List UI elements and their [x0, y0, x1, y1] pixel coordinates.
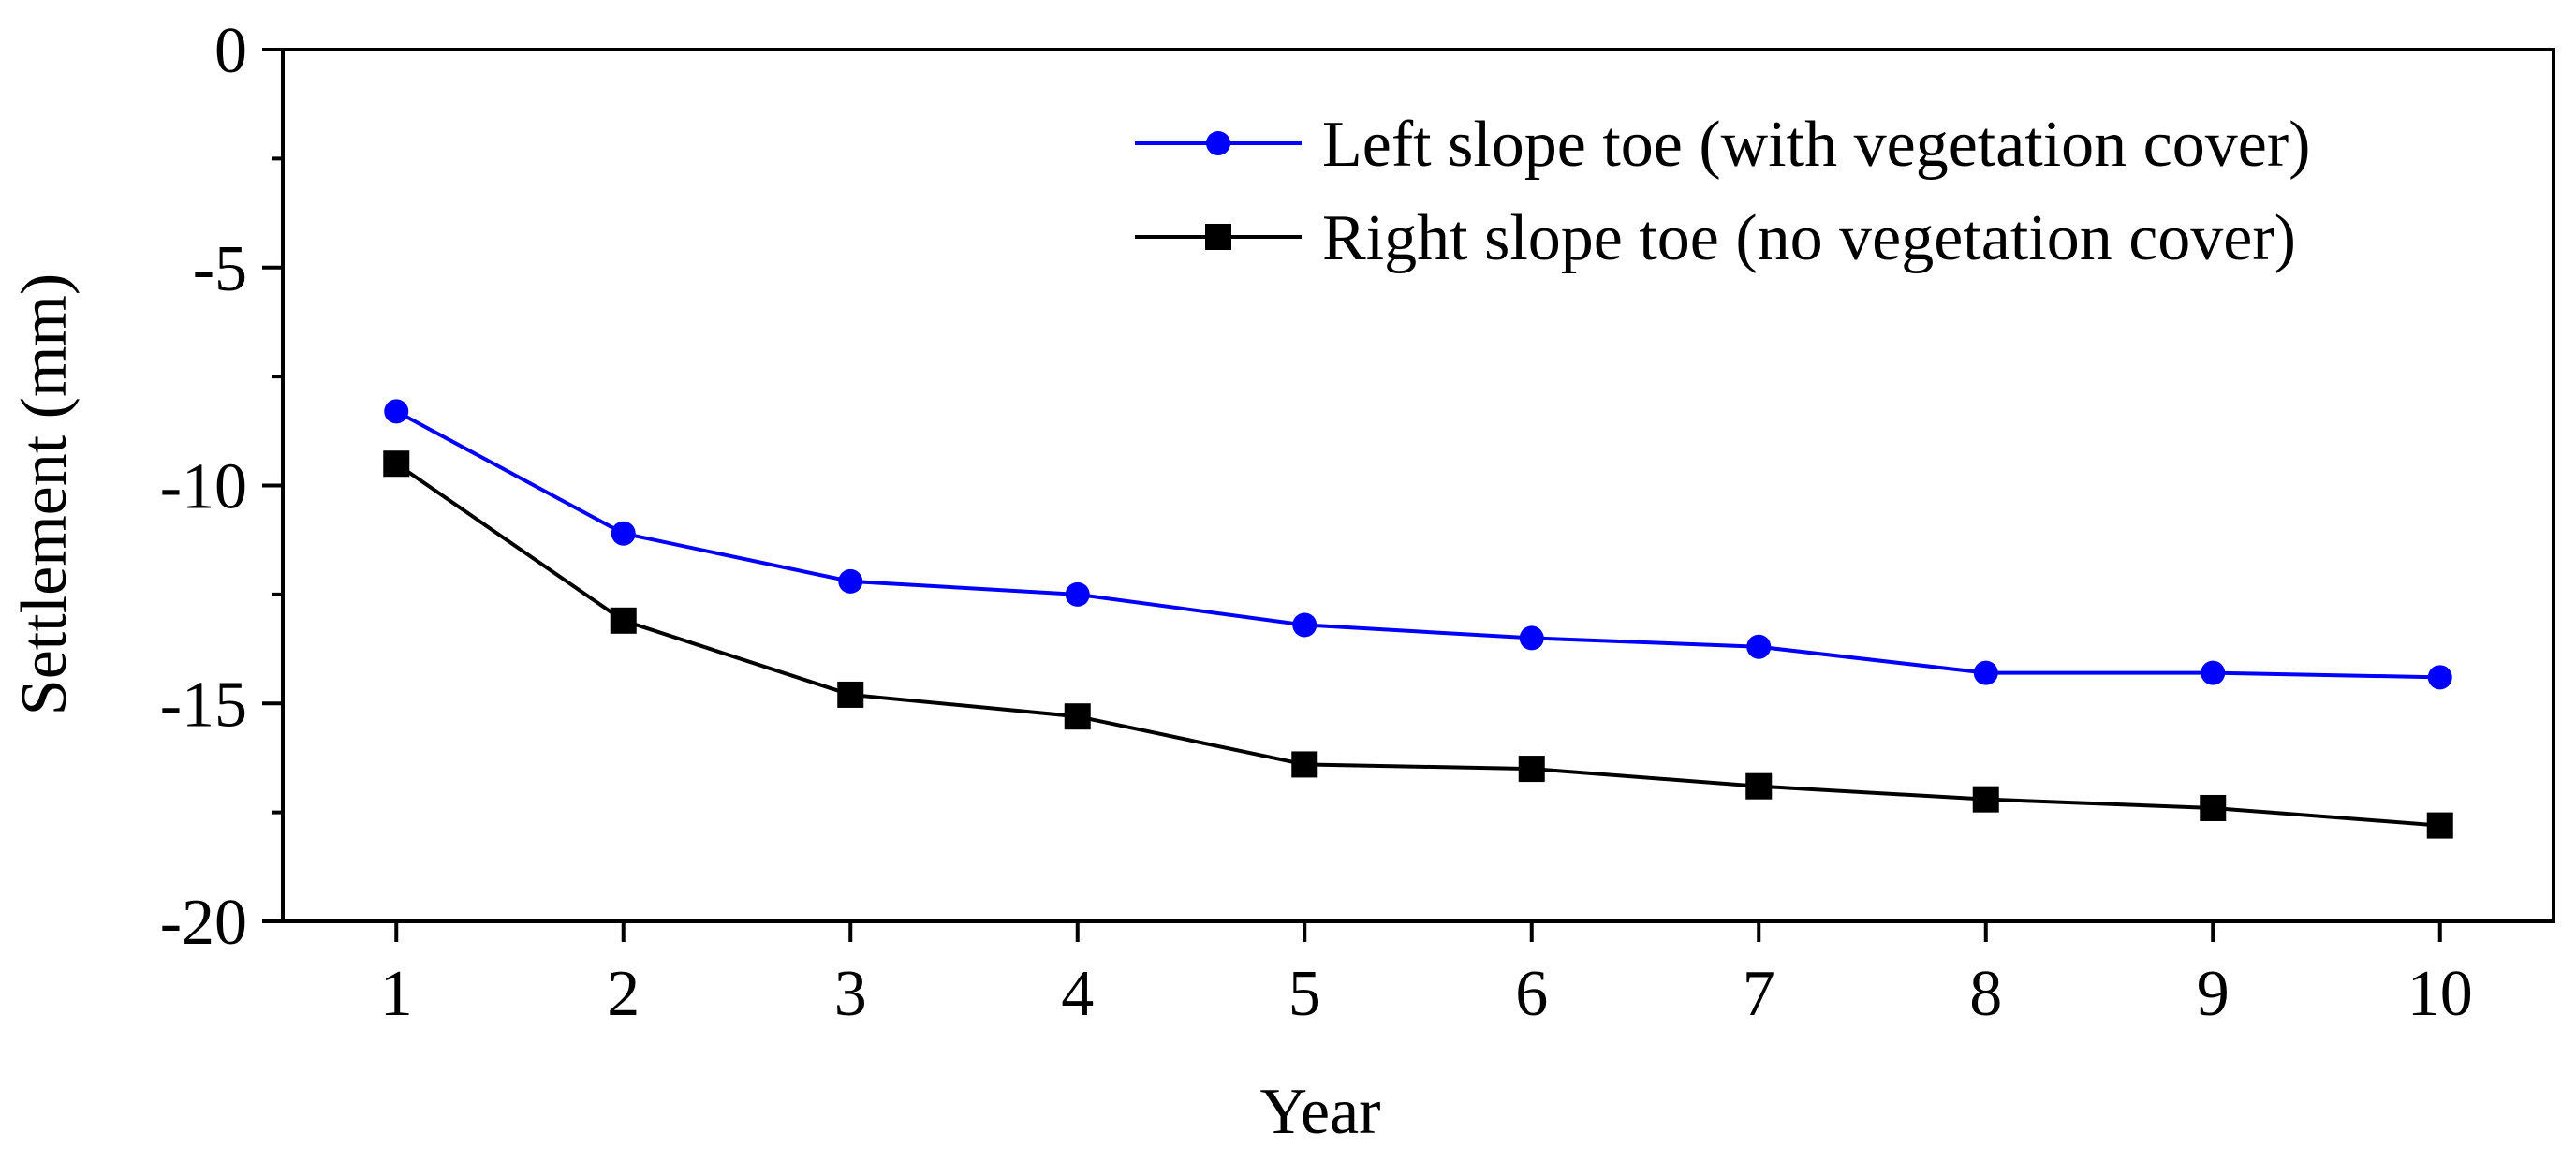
x-axis-label: Year — [1260, 1076, 1381, 1148]
series-2-point — [1972, 786, 1999, 813]
series-2-point — [610, 607, 637, 634]
series-2-point — [837, 681, 864, 708]
series-1-point — [2201, 660, 2226, 685]
legend-label-1: Left slope toe (with vegetation cover) — [1322, 109, 2310, 181]
x-tick-label: 6 — [1515, 958, 1548, 1030]
x-tick-label: 4 — [1061, 958, 1094, 1030]
x-tick-label: 3 — [834, 958, 867, 1030]
series-1-point — [1292, 612, 1317, 638]
axes-layer: 0 -5 -10 -15 -20 1 2 3 4 5 6 7 8 9 10 — [160, 15, 2555, 1030]
legend-marker-1 — [1206, 131, 1230, 155]
series-1-point — [1973, 660, 1998, 685]
y-tick-label: -10 — [160, 451, 247, 523]
series-2-point — [383, 450, 410, 478]
y-axis-label: Settlement (mm) — [8, 273, 81, 715]
y-tick-label: -5 — [193, 233, 247, 305]
series-layer — [383, 399, 2453, 839]
series-1-point — [384, 399, 409, 424]
x-tick-label: 1 — [380, 958, 413, 1030]
legend-marker-2 — [1205, 224, 1231, 250]
x-tick-label: 9 — [2197, 958, 2230, 1030]
x-tick-label: 7 — [1743, 958, 1775, 1030]
series-2-point — [1064, 703, 1091, 730]
series-1-point — [1746, 634, 1772, 659]
series-1-point — [1519, 625, 1544, 651]
series-line-2 — [395, 462, 2440, 828]
series-2-point — [1518, 756, 1545, 783]
series-1-point — [838, 568, 863, 594]
series-1-point — [1065, 581, 1090, 607]
y-tick-label: 0 — [214, 15, 247, 87]
legend-label-2: Right slope toe (no vegetation cover) — [1322, 202, 2296, 274]
series-2-point — [2426, 812, 2453, 839]
series-2-point — [1745, 772, 1773, 800]
series-2-point — [1291, 751, 1318, 778]
y-tick-label: -15 — [160, 669, 247, 741]
legend: Left slope toe (with vegetation cover) Ri… — [1135, 109, 2310, 274]
series-1-point — [2427, 665, 2452, 690]
y-tick-label: -20 — [160, 887, 247, 959]
x-tick-label: 10 — [2407, 958, 2473, 1030]
series-1-point — [611, 521, 636, 546]
series-line-1 — [395, 409, 2440, 680]
x-tick-label: 5 — [1288, 958, 1321, 1030]
x-tick-label: 2 — [607, 958, 640, 1030]
x-tick-label: 8 — [1969, 958, 2002, 1030]
series-2-point — [2200, 794, 2227, 821]
